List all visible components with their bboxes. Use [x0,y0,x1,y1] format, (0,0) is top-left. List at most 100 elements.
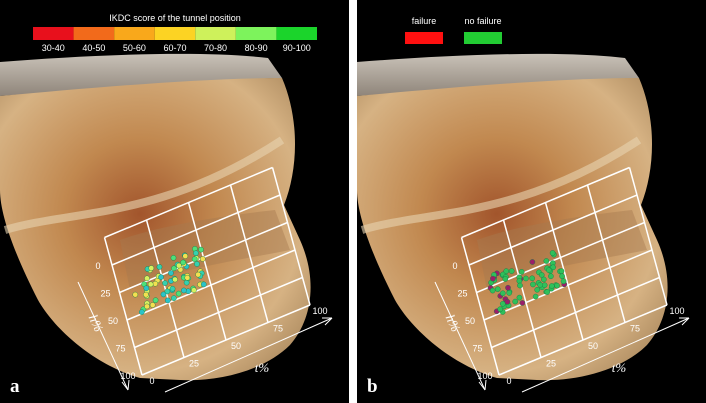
bone-condyle [357,78,668,381]
grid-line [111,194,281,266]
legend-label: 60-70 [163,43,186,53]
tunnel-dot [164,297,171,304]
t-tick-label: 50 [231,341,241,351]
tunnel-dot [548,273,554,280]
tunnel-dot [537,282,544,288]
grid-line [141,304,311,376]
legend-title: IKDC score of the tunnel position [109,13,241,23]
t-tick-label: 0 [149,376,154,386]
tunnel-dot [549,250,556,256]
tunnel-dot [508,268,515,274]
tunnel-dot [554,282,560,289]
tunnel-dot [143,291,149,298]
t-axis-arrow [164,317,333,393]
bone-notch [477,210,647,290]
tunnel-dot [512,298,519,305]
tunnel-dot [500,290,506,297]
grid-line [104,166,273,239]
tunnel-dot [144,275,150,282]
tunnel-dot [181,287,187,294]
grid-line [498,304,668,376]
legend-swatch [154,27,196,40]
tunnel-dot [143,285,150,292]
t-tick-label: 75 [273,324,283,334]
grid-line [483,249,653,321]
tunnel-dot [169,285,176,292]
grid-line [468,194,638,266]
tunnel-dot [523,275,529,282]
tunnel-dot [505,284,511,291]
tunnel-dot [504,298,511,305]
legend-swatch [195,27,236,40]
panel-label: a [10,376,20,397]
tunnel-dot [144,303,150,310]
t-tick-label: 25 [189,359,199,369]
t-axis-label: t% [255,360,270,375]
legend-label: failure [412,16,437,26]
t-axis-label: t% [612,360,627,375]
h-tick-label: 25 [457,289,467,299]
legend-label: 40-50 [82,43,105,53]
tunnel-dot [152,280,159,287]
tunnel-dot [558,268,565,274]
h-tick-label: 75 [115,344,125,354]
legend-swatch [235,27,277,40]
tunnel-dot [168,270,174,276]
legend-swatch [33,27,74,40]
legend-swatch [73,27,115,40]
grid-line [126,249,296,321]
grid-line [586,184,626,323]
bone-notch [120,210,290,290]
tunnel-dot [489,287,496,294]
grid-line [460,237,500,376]
tunnel-dot [503,268,510,274]
tunnel-dot [550,264,556,271]
tunnel-dot [182,253,189,259]
tunnel-dot [543,258,550,264]
h-axis-label: h% [443,312,464,334]
tunnel-dot [164,288,171,295]
legend-label: no failure [464,16,501,26]
t-tick-label: 0 [506,376,511,386]
legend-label: 50-60 [123,43,146,53]
bone-shaft [357,53,639,96]
grid-line [187,202,227,341]
tunnel-dot [191,256,198,262]
tunnel-dot [546,267,552,273]
tunnel-dot [502,276,509,282]
t-axis-arrow [521,317,690,393]
tunnel-dot [147,281,154,288]
t-tick-label: 100 [669,306,684,316]
h-tick-label: 50 [465,316,475,326]
t-tick-label: 75 [630,324,640,334]
tunnel-dot [490,275,496,282]
h-axis-arrow [77,281,129,391]
tunnel-dot [156,264,163,270]
tunnel-dot [516,294,523,301]
legend-label: 70-80 [204,43,227,53]
grid-line [134,276,303,349]
grid-line [271,167,311,306]
panel: 0 25 50 75 100 0 25 50 75 100 h% t% failure no failur… [357,0,706,403]
tunnel-dot [152,297,159,304]
tunnel-dot [494,286,501,292]
legend-swatch [464,32,502,44]
tunnel-dot [497,306,503,313]
tunnel-dot [560,278,567,285]
tunnel-dot [149,302,156,308]
tunnel-dot [132,291,139,298]
tunnel-dot [529,275,535,282]
legend-swatch [276,27,317,40]
h-tick-label: 0 [452,261,457,271]
h-axis-arrowhead [121,379,130,391]
h-axis-arrow [434,281,486,391]
t-axis-arrowhead [679,317,690,326]
tunnel-dot [534,286,541,293]
bone-condyle [0,78,311,381]
tunnel-dot [530,281,536,288]
tunnel-dot [538,272,545,278]
legend-swatch [405,32,443,44]
tunnel-dot [175,290,182,297]
h-tick-label: 100 [477,371,492,381]
